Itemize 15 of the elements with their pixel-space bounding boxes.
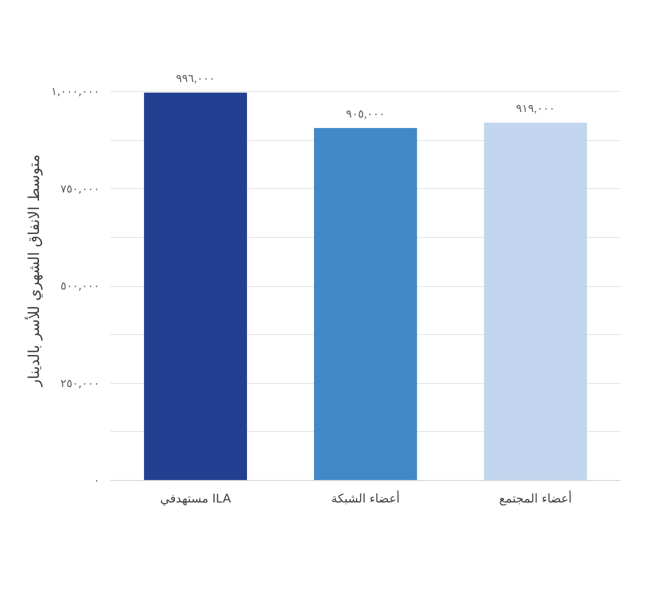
y-tick-label: ١,٠٠٠,٠٠٠: [51, 85, 100, 98]
data-label: ٩٠٥,٠٠٠: [346, 108, 385, 121]
y-tick-label: ٠: [94, 474, 100, 487]
y-tick-label: ٧٥٠,٠٠٠: [60, 182, 100, 196]
y-tick-label: ٢٥٠,٠٠٠: [60, 376, 100, 390]
x-tick-label: مستهدفي ILA: [160, 492, 232, 506]
data-label: ٩٩٦,٠٠٠: [176, 73, 215, 86]
y-tick-label: ٥٠٠,٠٠٠: [60, 280, 100, 293]
x-tick-label: أعضاء الشبكة: [331, 490, 400, 506]
x-tick-label: أعضاء المجتمع: [499, 490, 572, 506]
bar: [144, 92, 247, 480]
y-axis-title: متوسط الانفاق الشهري للأسر بالدينار: [24, 154, 44, 388]
bar: [314, 128, 417, 480]
bar: [484, 122, 587, 480]
data-label: ٩١٩,٠٠٠: [516, 103, 555, 116]
